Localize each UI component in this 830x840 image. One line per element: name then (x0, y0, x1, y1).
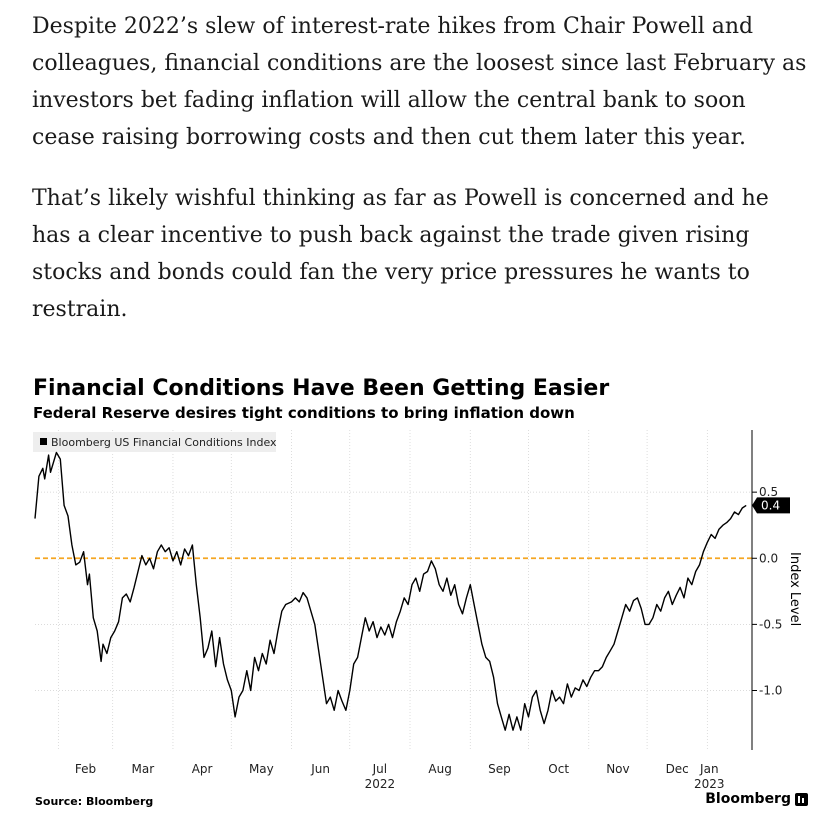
x-tick-label: Oct (548, 762, 569, 776)
x-tick-label: Nov (606, 762, 629, 776)
x-tick-label: Aug (428, 762, 451, 776)
bloomberg-logo: Bloomberg (705, 791, 808, 807)
x-tick-label: Sep (488, 762, 511, 776)
fci-series-line (34, 451, 747, 731)
y-tick-label: 0.5 (759, 485, 778, 499)
x-tick-label: Apr (192, 762, 213, 776)
article-text: Despite 2022’s slew of interest-rate hik… (32, 8, 812, 352)
chart-title: Financial Conditions Have Been Getting E… (33, 376, 610, 401)
x-tick-label: Jan (699, 762, 719, 776)
article-paragraph-1: Despite 2022’s slew of interest-rate hik… (32, 14, 807, 150)
legend-swatch (40, 438, 47, 445)
x-tick-label: Jun (310, 762, 330, 776)
y-tick-label: -0.5 (759, 617, 782, 631)
y-axis-label: Index Level (787, 552, 802, 626)
series-layer (34, 451, 747, 731)
article-paragraph-2: That’s likely wishful thinking as far as… (32, 186, 769, 322)
x-tick-year-label: 2022 (365, 777, 396, 791)
chart-legend: Bloomberg US Financial Conditions Index (33, 432, 277, 452)
chart-subtitle: Federal Reserve desires tight conditions… (33, 404, 575, 422)
x-tick-year-label: 2023 (694, 777, 725, 791)
x-tick-label: Mar (132, 762, 155, 776)
source-note: Source: Bloomberg (35, 795, 154, 808)
grid-layer (35, 430, 752, 750)
y-tick-label: 0.0 (759, 551, 778, 565)
bloomberg-mark-icon (795, 792, 808, 806)
legend-label: Bloomberg US Financial Conditions Index (51, 436, 277, 449)
x-tick-label: Dec (666, 762, 689, 776)
x-tick-label: Jul (372, 762, 387, 776)
last-value-badge (752, 497, 790, 514)
x-tick-label: May (249, 762, 274, 776)
y-tick-label: -1.0 (759, 683, 782, 697)
last-value-label: 0.4 (761, 498, 780, 512)
legend-background (33, 432, 276, 452)
x-tick-label: Feb (75, 762, 96, 776)
brand-name: Bloomberg (705, 791, 791, 807)
financial-conditions-chart: Bloomberg US Financial Conditions Index … (33, 430, 802, 791)
